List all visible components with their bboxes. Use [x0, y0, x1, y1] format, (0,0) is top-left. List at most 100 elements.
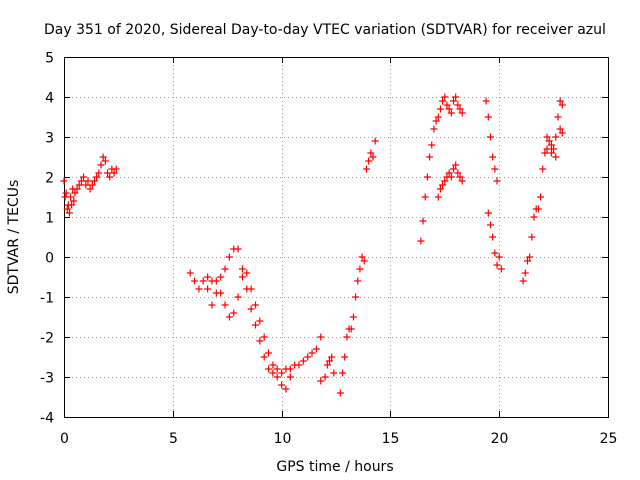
y-tick-label: 2 [45, 171, 54, 187]
data-point [312, 345, 320, 353]
y-tick-label: 3 [45, 131, 54, 147]
data-point [99, 153, 107, 161]
data-point [90, 177, 98, 185]
data-point [106, 173, 114, 181]
data-point [371, 137, 379, 145]
data-point [191, 277, 199, 285]
series-seg-f [482, 97, 505, 273]
data-point [230, 309, 238, 317]
data-point [454, 101, 462, 109]
data-point [543, 145, 551, 153]
data-point [343, 333, 351, 341]
data-point [251, 301, 259, 309]
data-point [523, 257, 531, 265]
data-point [489, 153, 497, 161]
data-point [456, 105, 464, 113]
data-point [545, 137, 553, 145]
data-point [445, 169, 453, 177]
data-point [458, 177, 466, 185]
series-seg-b1 [186, 269, 325, 377]
data-point [452, 161, 460, 169]
data-point [286, 365, 294, 373]
data-point [86, 185, 94, 193]
data-point [199, 277, 207, 285]
data-point [539, 165, 547, 173]
y-tick-label: -2 [40, 331, 54, 347]
data-point [234, 245, 242, 253]
data-point [367, 149, 375, 157]
data-point [556, 97, 564, 105]
data-point [238, 273, 246, 281]
data-point [528, 233, 536, 241]
series-seg-e1 [417, 93, 466, 245]
data-point [336, 389, 344, 397]
data-point [450, 97, 458, 105]
series-seg-b3 [317, 353, 338, 385]
data-point [443, 101, 451, 109]
data-point [308, 349, 316, 357]
data-point [434, 193, 442, 201]
x-tick-label: 15 [382, 431, 400, 447]
data-point [423, 173, 431, 181]
y-tick-label: 4 [45, 91, 54, 107]
data-point [97, 161, 105, 169]
data-point [73, 185, 81, 193]
data-point [439, 181, 447, 189]
data-point [547, 149, 555, 157]
data-point [489, 233, 497, 241]
data-point [110, 169, 118, 177]
data-point [369, 153, 377, 161]
data-point [495, 253, 503, 261]
data-point [436, 185, 444, 193]
data-point [426, 153, 434, 161]
x-tick-label: 5 [169, 431, 178, 447]
data-point [212, 277, 220, 285]
data-point [491, 249, 499, 257]
data-point [534, 205, 542, 213]
data-points [60, 93, 566, 397]
data-point [558, 101, 566, 109]
data-point [225, 253, 233, 261]
data-point [436, 105, 444, 113]
x-tick-label: 25 [600, 431, 618, 447]
data-point [330, 369, 338, 377]
y-tick-label: 1 [45, 211, 54, 227]
data-point [208, 301, 216, 309]
data-point [80, 173, 88, 181]
data-point [101, 157, 109, 165]
data-point [349, 313, 357, 321]
data-point [497, 265, 505, 273]
data-point [225, 313, 233, 321]
data-point [212, 289, 220, 297]
y-tick-label: 5 [45, 51, 54, 67]
data-point [317, 333, 325, 341]
data-point [521, 269, 529, 277]
data-point [519, 277, 527, 285]
data-point [84, 177, 92, 185]
data-point [543, 133, 551, 141]
data-point [93, 173, 101, 181]
data-point [552, 133, 560, 141]
data-point [454, 169, 462, 177]
data-point [428, 141, 436, 149]
data-point [362, 165, 370, 173]
data-point [452, 93, 460, 101]
data-point [260, 333, 268, 341]
data-point [447, 109, 455, 117]
data-point [221, 301, 229, 309]
data-point [295, 361, 303, 369]
data-point [269, 361, 277, 369]
data-point [75, 181, 83, 189]
data-point [238, 265, 246, 273]
x-tick-label: 0 [60, 431, 69, 447]
data-point [482, 97, 490, 105]
series-seg-a [60, 153, 120, 209]
data-point [493, 177, 501, 185]
data-point [265, 365, 273, 373]
data-point [439, 97, 447, 105]
data-point [491, 165, 499, 173]
data-point [251, 321, 259, 329]
y-tick-label: 0 [45, 251, 54, 267]
data-point [417, 237, 425, 245]
